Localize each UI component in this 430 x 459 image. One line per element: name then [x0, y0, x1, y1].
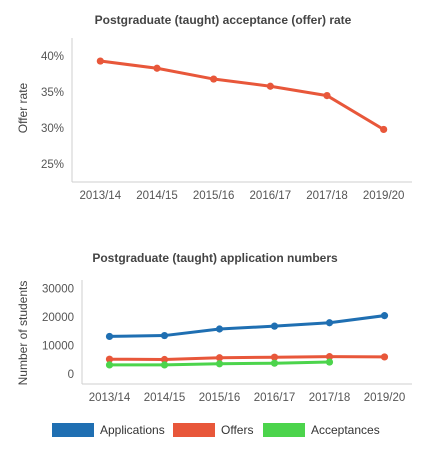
offer-rate-title: Postgraduate (taught) acceptance (offer)… — [95, 13, 352, 27]
legend-swatch — [52, 423, 94, 437]
legend-swatch — [263, 423, 305, 437]
data-point[interactable] — [325, 319, 334, 327]
offer-rate-y-ticks: 40% 35% 30% 25% — [41, 51, 64, 171]
x-tick-label: 2016/17 — [254, 392, 296, 404]
data-point[interactable] — [325, 353, 334, 361]
data-point[interactable] — [270, 353, 279, 361]
data-point[interactable] — [160, 331, 169, 340]
x-tick-label: 2017/18 — [309, 392, 351, 404]
applications-series — [105, 312, 389, 369]
y-tick-label: 0 — [68, 369, 74, 381]
data-point[interactable] — [325, 358, 334, 366]
series-line — [108, 314, 386, 338]
y-tick-label: 10000 — [42, 341, 74, 353]
legend-item[interactable]: Applications — [52, 423, 165, 437]
data-point[interactable] — [380, 312, 389, 320]
data-point[interactable] — [215, 354, 224, 362]
x-tick-label: 2019/20 — [364, 392, 406, 404]
data-point[interactable] — [105, 361, 114, 369]
x-tick-label: 2017/18 — [306, 190, 348, 202]
legend-item[interactable]: Offers — [173, 423, 253, 437]
series-line — [108, 355, 386, 361]
legend-label: Applications — [100, 423, 165, 437]
offer-rate-chart: Postgraduate (taught) acceptance (offer)… — [16, 13, 412, 202]
data-point[interactable] — [215, 325, 224, 333]
y-tick-label: 25% — [41, 159, 64, 171]
y-tick-label: 20000 — [42, 312, 74, 324]
applications-chart: Postgraduate (taught) application number… — [16, 251, 412, 404]
y-tick-label: 30000 — [42, 284, 74, 296]
data-point[interactable] — [380, 353, 389, 361]
data-point[interactable] — [105, 332, 114, 341]
data-point[interactable] — [380, 125, 388, 134]
offer-rate-x-ticks: 2013/14 2014/15 2015/16 2016/17 2017/18 2019/… — [80, 190, 405, 202]
data-point[interactable] — [323, 92, 331, 100]
applications-y-ticks: 30000 20000 10000 0 — [42, 284, 74, 381]
x-tick-label: 2015/16 — [193, 190, 235, 202]
legend-item[interactable]: Acceptances — [263, 423, 380, 437]
applications-title: Postgraduate (taught) application number… — [92, 251, 338, 265]
x-tick-label: 2019/20 — [363, 190, 405, 202]
x-tick-label: 2015/16 — [199, 392, 241, 404]
y-tick-label: 35% — [41, 87, 64, 99]
data-point[interactable] — [270, 322, 279, 330]
legend-swatch — [173, 423, 215, 437]
data-point[interactable] — [160, 355, 169, 364]
legend-label: Acceptances — [311, 423, 380, 437]
x-tick-label: 2016/17 — [250, 190, 292, 202]
applications-x-ticks: 2013/14 2014/15 2015/16 2016/17 2017/18 2019/… — [89, 392, 406, 404]
legend-label: Offers — [221, 423, 253, 437]
data-point[interactable] — [215, 360, 224, 368]
x-tick-label: 2014/15 — [144, 392, 186, 404]
data-point[interactable] — [266, 82, 274, 90]
x-tick-label: 2013/14 — [89, 392, 131, 404]
offer-rate-y-axis-label: Offer rate — [16, 82, 30, 133]
data-point[interactable] — [153, 64, 161, 72]
applications-legend: Applications Offers Acceptances — [52, 423, 380, 437]
y-tick-label: 30% — [41, 123, 64, 135]
x-tick-label: 2014/15 — [136, 190, 178, 202]
y-tick-label: 40% — [41, 51, 64, 63]
x-tick-label: 2013/14 — [80, 190, 122, 202]
series-line — [98, 59, 386, 131]
data-point[interactable] — [210, 75, 218, 83]
data-point[interactable] — [105, 355, 114, 363]
offer-rate-series — [96, 57, 388, 134]
data-point[interactable] — [270, 359, 279, 367]
applications-y-axis-label: Number of students — [16, 281, 30, 386]
data-point[interactable] — [96, 57, 104, 65]
data-point[interactable] — [160, 361, 169, 369]
